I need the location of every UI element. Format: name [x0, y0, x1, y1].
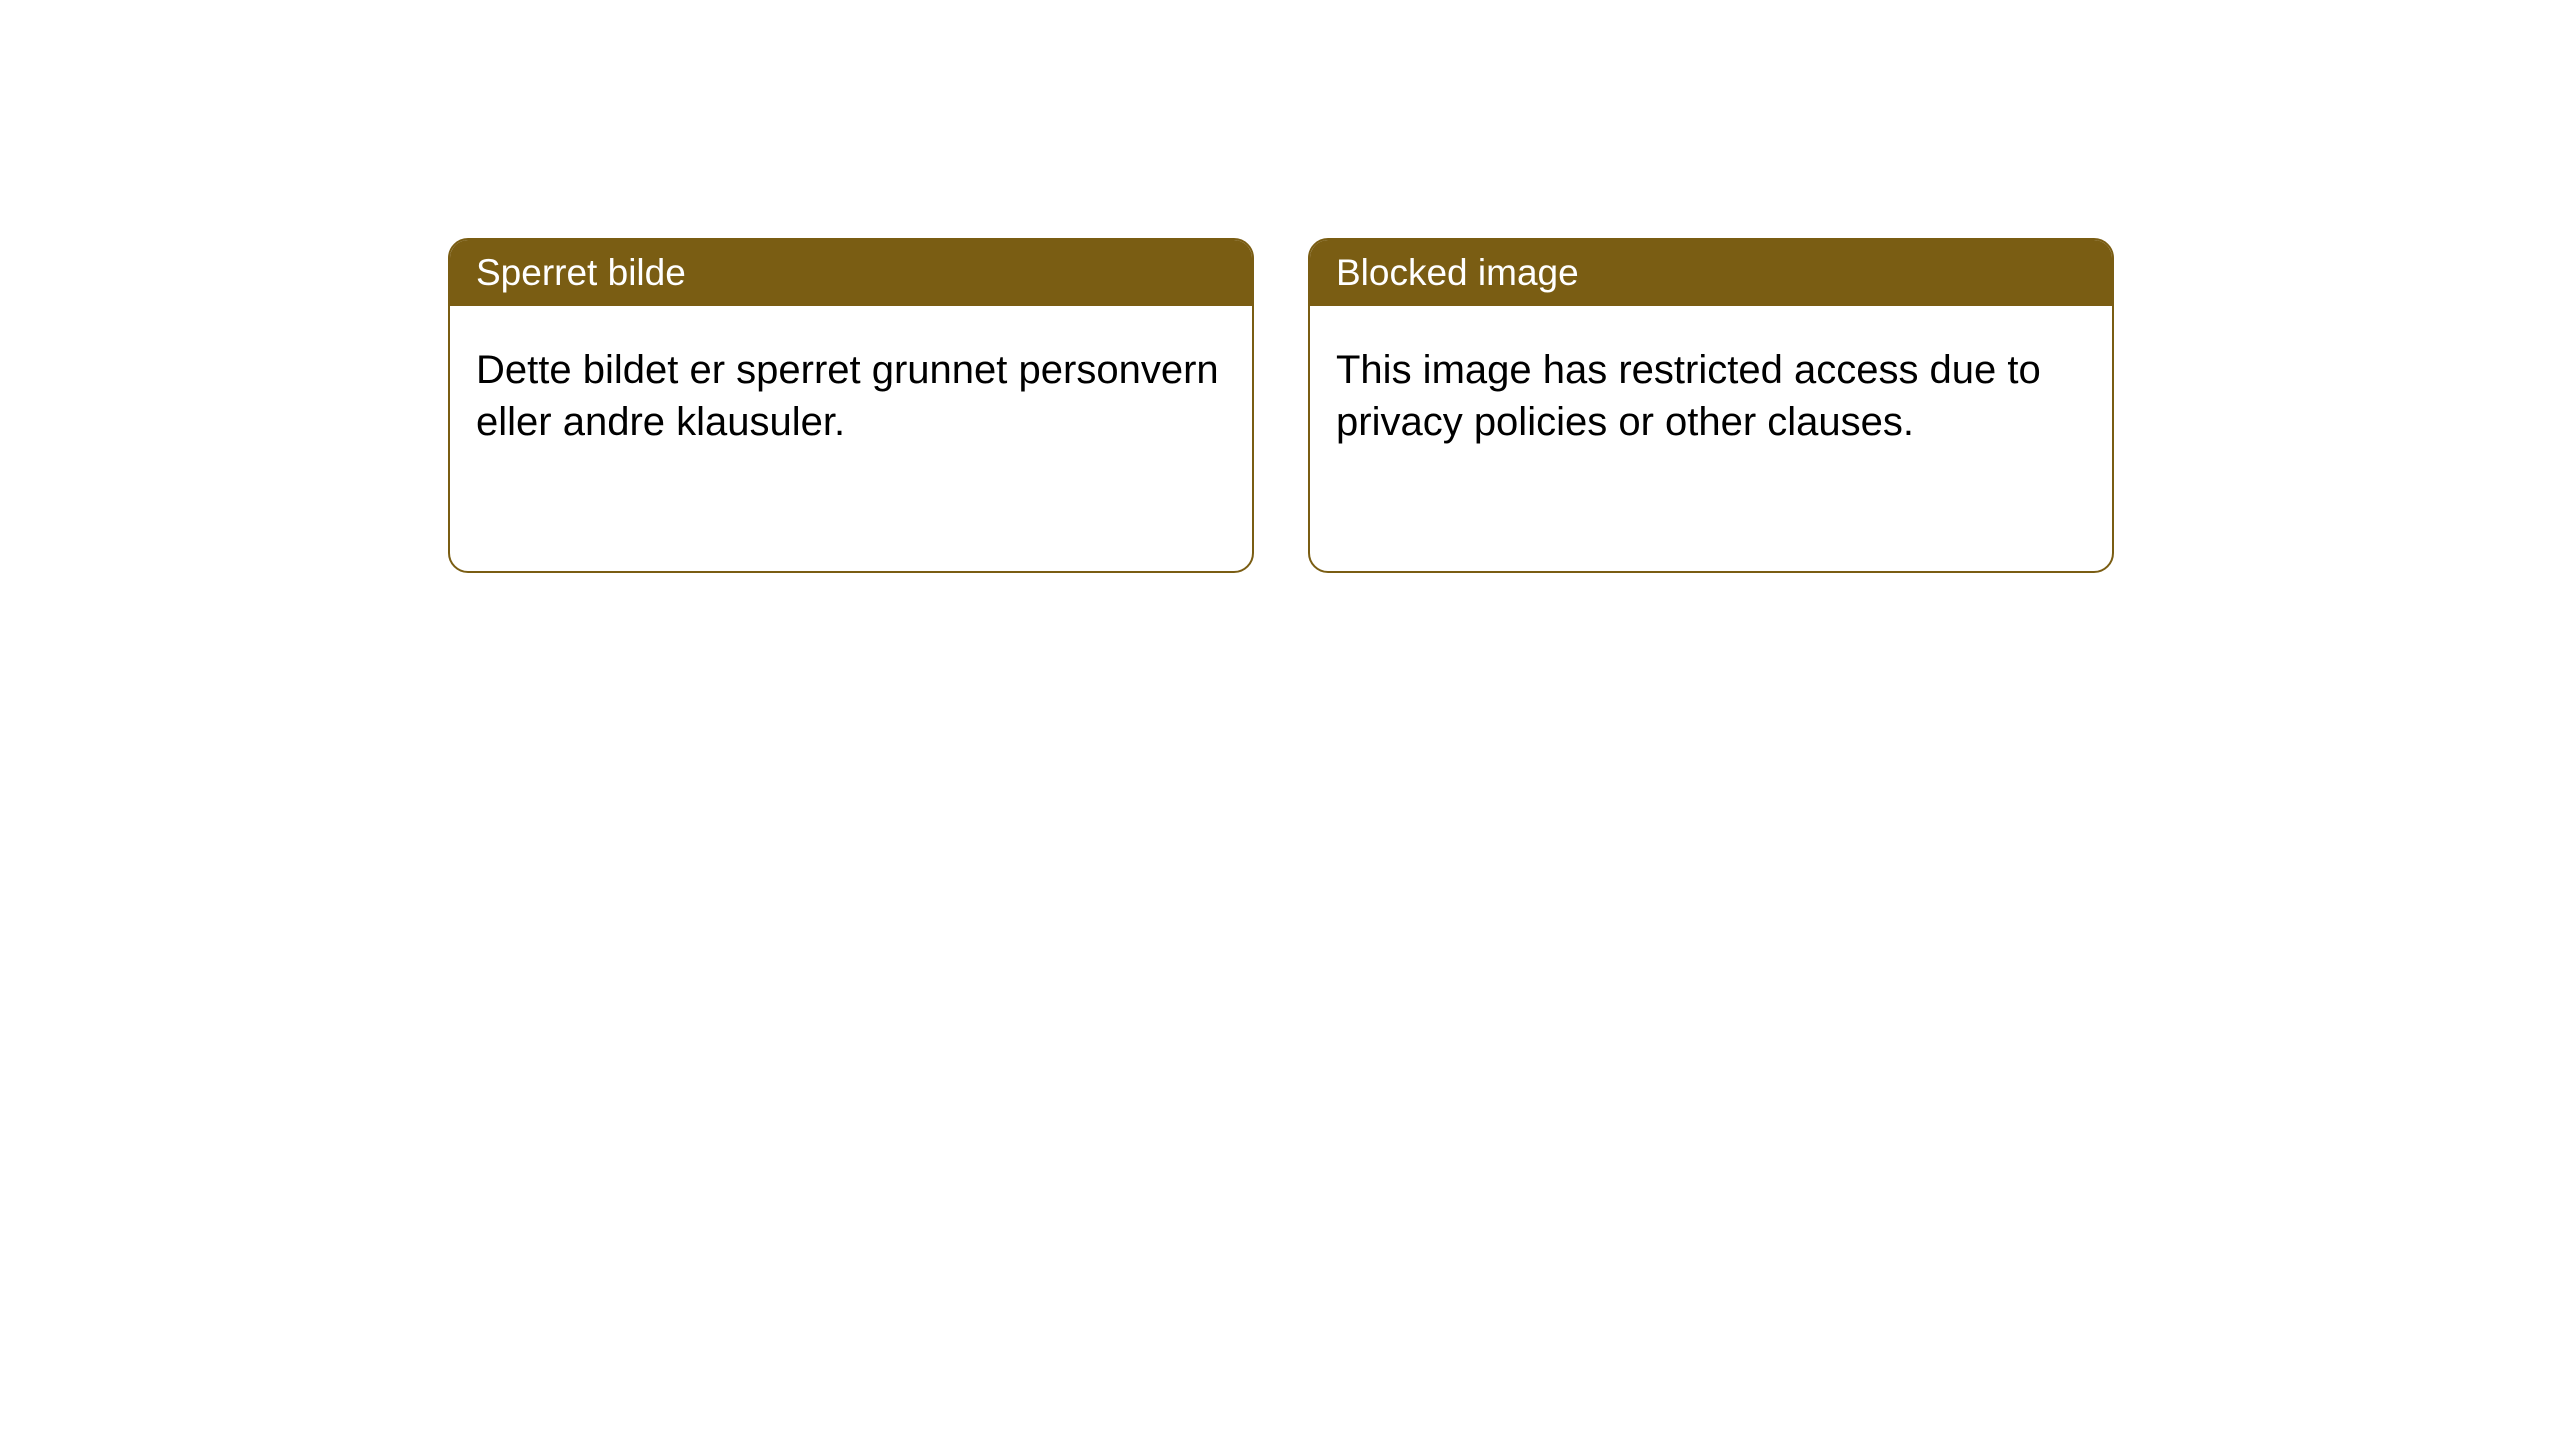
card-body-text: This image has restricted access due to … [1310, 306, 2112, 486]
notice-card-english: Blocked image This image has restricted … [1308, 238, 2114, 573]
notice-card-norwegian: Sperret bilde Dette bildet er sperret gr… [448, 238, 1254, 573]
card-body-text: Dette bildet er sperret grunnet personve… [450, 306, 1252, 486]
card-title: Blocked image [1310, 240, 2112, 306]
notice-cards-container: Sperret bilde Dette bildet er sperret gr… [0, 0, 2560, 573]
card-title: Sperret bilde [450, 240, 1252, 306]
